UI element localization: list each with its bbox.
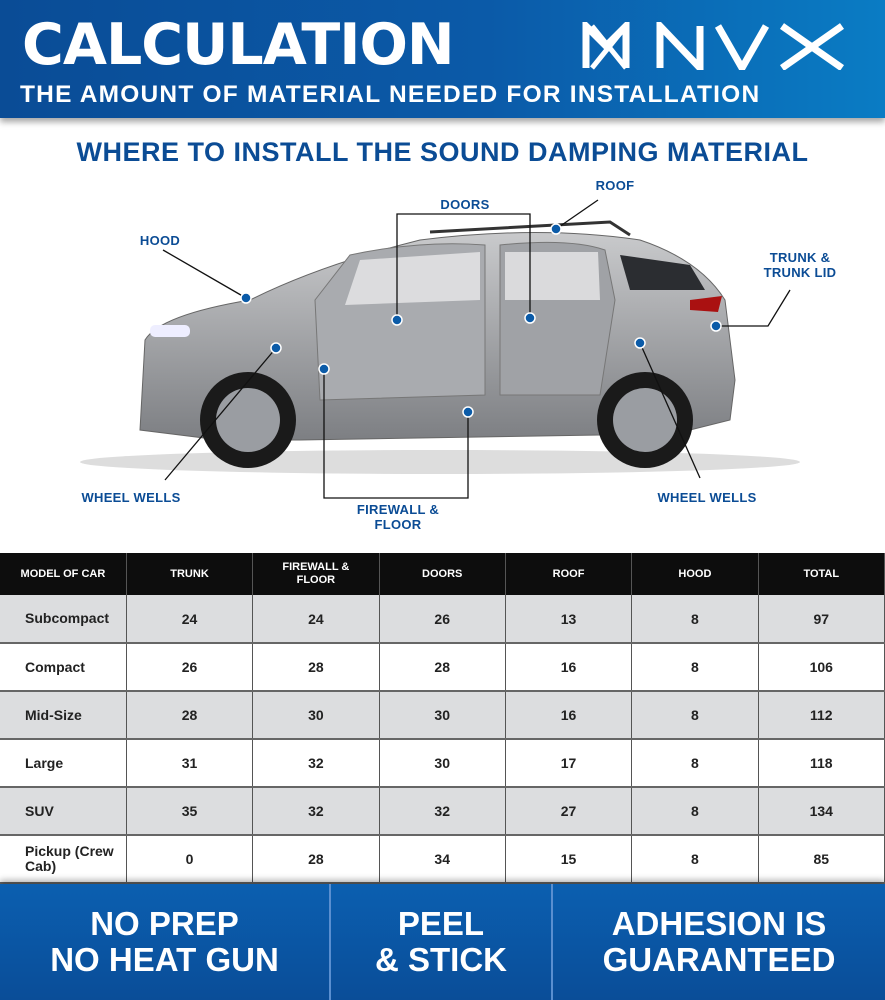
cell-value: 28 xyxy=(126,691,254,740)
callout-trunk: TRUNK & TRUNK LID xyxy=(763,250,837,280)
callout-wheel-wells-right: WHEEL WELLS xyxy=(657,490,757,505)
section-title: WHERE TO INSTALL THE SOUND DAMPING MATER… xyxy=(76,137,809,167)
col-trunk: TRUNK xyxy=(126,553,254,595)
cell-value: 8 xyxy=(631,787,759,836)
header-banner: CALCULATION THE AMOUNT OF MATERIAL NEEDE… xyxy=(0,0,885,118)
cell-value: 15 xyxy=(505,835,633,884)
cell-value: 28 xyxy=(379,643,506,692)
cell-value: 26 xyxy=(379,595,506,644)
cell-value: 28 xyxy=(252,643,380,692)
door-front-marker xyxy=(391,314,403,326)
cell-value: 8 xyxy=(631,643,759,692)
table-row: Subcompact 24 24 26 13 8 97 xyxy=(0,595,885,644)
benefit-no-prep: NO PREP NO HEAT GUN xyxy=(0,884,331,1000)
cell-value: 8 xyxy=(631,835,759,884)
cell-value: 26 xyxy=(126,643,254,692)
cell-value: 30 xyxy=(379,691,506,740)
cell-model: Mid-Size xyxy=(0,691,127,740)
callout-doors: DOORS xyxy=(440,197,490,212)
callout-hood: HOOD xyxy=(139,233,181,248)
cell-value: 16 xyxy=(505,643,633,692)
wheel-well-left-marker xyxy=(270,342,282,354)
cell-value: 85 xyxy=(758,835,885,884)
benefit-text: NO PREP NO HEAT GUN xyxy=(50,905,279,978)
cell-model: Subcompact xyxy=(0,595,127,644)
col-firewall-floor: FIREWALL & FLOOR xyxy=(252,553,380,595)
col-model: MODEL OF CAR xyxy=(0,553,127,595)
benefit-adhesion: ADHESION IS GUARANTEED xyxy=(553,884,885,1000)
cell-value: 31 xyxy=(126,739,254,788)
table-row: SUV 35 32 32 27 8 134 xyxy=(0,787,885,836)
cell-value: 134 xyxy=(758,787,885,836)
callout-firewall-floor: FIREWALL & FLOOR xyxy=(356,502,440,532)
cell-value: 35 xyxy=(126,787,254,836)
firewall-marker xyxy=(318,363,330,375)
col-doors: DOORS xyxy=(379,553,506,595)
cell-model: Pickup (Crew Cab) xyxy=(0,835,127,884)
cell-value: 8 xyxy=(631,739,759,788)
cell-value: 24 xyxy=(252,595,380,644)
cell-value: 27 xyxy=(505,787,633,836)
cell-value: 28 xyxy=(252,835,380,884)
roof-marker xyxy=(550,223,562,235)
cell-value: 118 xyxy=(758,739,885,788)
benefit-text: ADHESION IS GUARANTEED xyxy=(602,905,836,978)
cell-value: 34 xyxy=(379,835,506,884)
cell-model: Compact xyxy=(0,643,127,692)
cell-value: 24 xyxy=(126,595,254,644)
benefit-peel-stick: PEEL & STICK xyxy=(331,884,553,1000)
col-roof: ROOF xyxy=(505,553,633,595)
callout-roof: ROOF xyxy=(595,178,635,193)
page-title: CALCULATION xyxy=(22,12,455,78)
cell-value: 30 xyxy=(252,691,380,740)
table-header-row: MODEL OF CAR TRUNK FIREWALL & FLOOR DOOR… xyxy=(0,553,885,595)
cell-model: SUV xyxy=(0,787,127,836)
car-illustration xyxy=(80,199,800,499)
hood-marker xyxy=(240,292,252,304)
table-row: Mid-Size 28 30 30 16 8 112 xyxy=(0,691,885,740)
wheel-well-right-marker xyxy=(634,337,646,349)
table-row: Large 31 32 30 17 8 118 xyxy=(0,739,885,788)
cell-value: 32 xyxy=(379,787,506,836)
cell-value: 112 xyxy=(758,691,885,740)
table-row: Pickup (Crew Cab) 0 28 34 15 8 85 xyxy=(0,835,885,884)
door-rear-marker xyxy=(524,312,536,324)
cell-value: 17 xyxy=(505,739,633,788)
cell-value: 97 xyxy=(758,595,885,644)
col-hood: HOOD xyxy=(631,553,759,595)
floor-marker xyxy=(462,406,474,418)
cell-model: Large xyxy=(0,739,127,788)
table-row: Compact 26 28 28 16 8 106 xyxy=(0,643,885,692)
cell-value: 32 xyxy=(252,739,380,788)
nvx-logo xyxy=(582,22,845,70)
car-diagram: ROOF DOORS HOOD TRUNK & TRUNK LID WHEEL … xyxy=(0,170,885,545)
cell-value: 8 xyxy=(631,595,759,644)
cell-value: 106 xyxy=(758,643,885,692)
page-subtitle: THE AMOUNT OF MATERIAL NEEDED FOR INSTAL… xyxy=(20,81,761,108)
col-total: TOTAL xyxy=(758,553,885,595)
cell-value: 16 xyxy=(505,691,633,740)
cell-value: 30 xyxy=(379,739,506,788)
cell-value: 8 xyxy=(631,691,759,740)
material-table: MODEL OF CAR TRUNK FIREWALL & FLOOR DOOR… xyxy=(0,553,885,884)
benefits-banner: NO PREP NO HEAT GUN PEEL & STICK ADHESIO… xyxy=(0,884,885,1000)
callout-wheel-wells-left: WHEEL WELLS xyxy=(81,490,181,505)
cell-value: 13 xyxy=(505,595,633,644)
cell-value: 32 xyxy=(252,787,380,836)
trunk-marker xyxy=(710,320,722,332)
benefit-text: PEEL & STICK xyxy=(375,905,507,978)
cell-value: 0 xyxy=(126,835,254,884)
